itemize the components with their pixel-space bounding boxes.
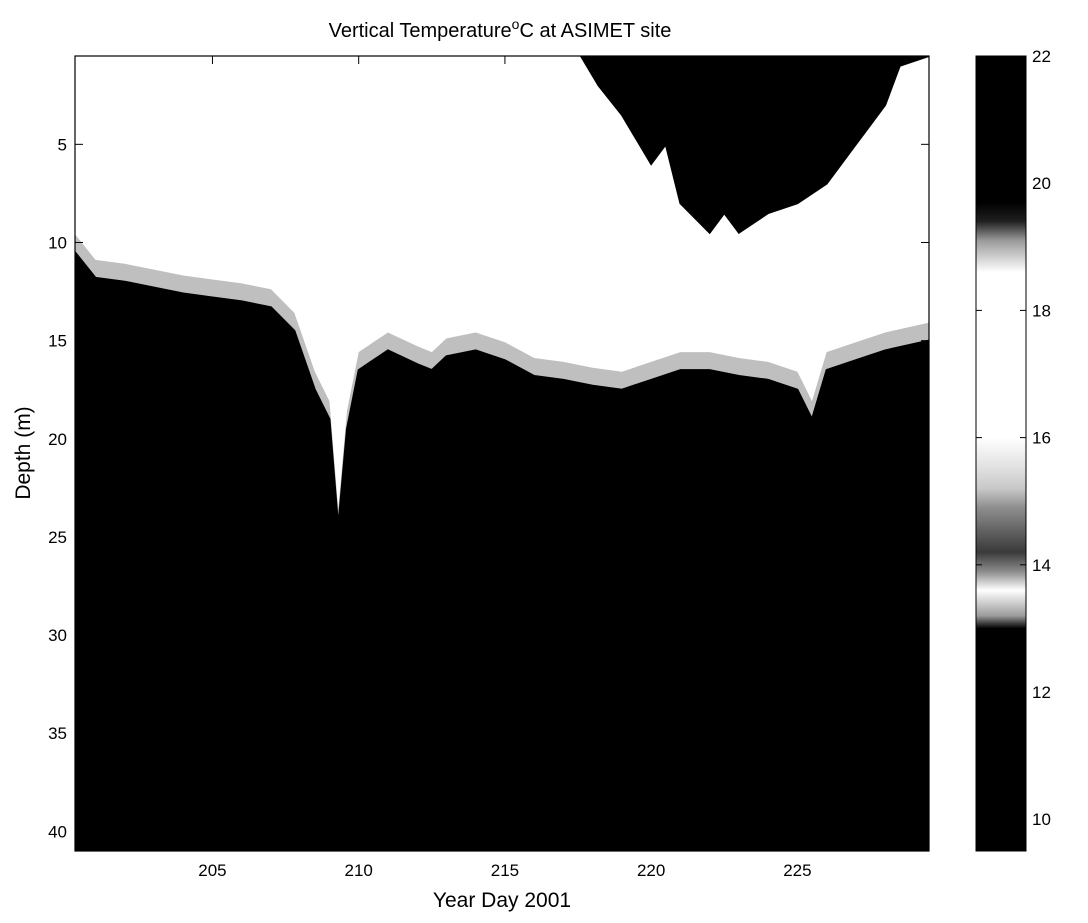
- colorbar-tick-label: 14: [1032, 556, 1051, 575]
- temperature-field: [75, 56, 929, 528]
- y-tick-label: 35: [48, 724, 67, 743]
- y-tick-label: 15: [48, 332, 67, 351]
- x-tick-label: 215: [491, 861, 519, 880]
- colorbar: 10 12 14 16 18 20 22: [975, 47, 1051, 852]
- y-tick-label: 40: [48, 822, 67, 841]
- y-tick-label: 30: [48, 626, 67, 645]
- colorbar-fill: [976, 56, 1026, 851]
- colorbar-frame: [975, 55, 1027, 852]
- y-axis-title: Depth (m): [12, 406, 35, 499]
- mixed-layer-region: [75, 56, 929, 528]
- y-tick-label: 5: [58, 135, 67, 154]
- x-tick-label: 220: [637, 861, 665, 880]
- chart-title-suffix: C at ASIMET site: [519, 20, 671, 42]
- x-tick-label: 210: [345, 861, 373, 880]
- colorbar-ticks: 10 12 14 16 18 20 22: [976, 47, 1051, 829]
- chart-title-main: Vertical Temperature: [329, 20, 512, 42]
- x-tick-label: 205: [198, 861, 226, 880]
- colorbar-tick-label: 22: [1032, 47, 1051, 66]
- x-axis: 205 210 215 220 225: [198, 56, 812, 880]
- y-tick-label: 25: [48, 528, 67, 547]
- warm-layer-line: [580, 56, 929, 235]
- colorbar-tick-label: 18: [1032, 301, 1051, 320]
- colorbar-tick-label: 10: [1032, 810, 1051, 829]
- chart-title: Vertical TemperatureoC at ASIMET site: [329, 16, 672, 42]
- x-tick-label: 225: [783, 861, 811, 880]
- thermocline-line: [75, 251, 929, 528]
- plot-frame: [74, 55, 930, 852]
- colorbar-tick-label: 16: [1032, 429, 1051, 448]
- x-axis-title: Year Day 2001: [433, 889, 571, 912]
- chart-title-superscript: o: [512, 16, 520, 32]
- plot-area: [74, 55, 930, 852]
- y-axis: 5 10 15 20 25 30 35 40: [48, 135, 929, 841]
- colorbar-tick-label: 20: [1032, 174, 1051, 193]
- y-tick-label: 10: [48, 233, 67, 252]
- transition-band: [75, 234, 929, 528]
- y-tick-label: 20: [48, 430, 67, 449]
- colorbar-tick-label: 12: [1032, 683, 1051, 702]
